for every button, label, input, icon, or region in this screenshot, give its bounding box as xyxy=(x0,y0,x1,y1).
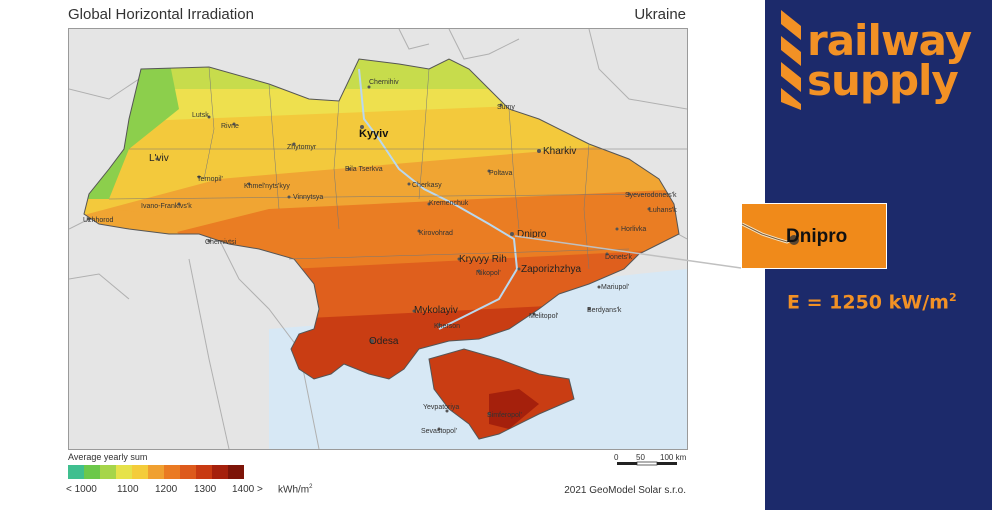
city-label: Mykolayiv xyxy=(414,305,458,316)
city-label: Horlivka xyxy=(621,226,646,233)
map-svg: Chernihiv Sumy Kyyiv Lutsk Rivne Zhytomy… xyxy=(69,29,687,449)
ukraine-border xyxy=(83,58,680,380)
legend-swatch xyxy=(228,465,244,479)
map-country-name: Ukraine xyxy=(634,6,686,23)
city-label: Lutsk xyxy=(192,112,209,119)
zoom-city-label: Dnipro xyxy=(786,226,848,247)
logo-text-supply: supply xyxy=(807,56,959,105)
copyright: 2021 GeoModel Solar s.r.o. xyxy=(564,485,686,496)
legend-swatch xyxy=(148,465,164,479)
legend-swatch xyxy=(132,465,148,479)
legend-color-bar xyxy=(68,465,244,479)
legend-swatch xyxy=(196,465,212,479)
city-label: Kremenchuk xyxy=(429,200,469,207)
legend-unit: kWh/m2 xyxy=(278,484,313,496)
scale-label: 0 xyxy=(614,453,619,462)
city-label: Yevpatoriya xyxy=(423,404,459,411)
legend-label: 1400 > xyxy=(232,484,263,495)
city-label: Zhytomyr xyxy=(287,144,317,151)
scale-label: 100 km xyxy=(660,453,687,462)
city-label: Ivano-Frankivs'k xyxy=(141,203,192,210)
brand-panel: railway supply Dnipro E = 1250 kW/m2 xyxy=(741,0,992,510)
legend-title: Average yearly sum xyxy=(68,452,148,462)
city-label: Vinnytsya xyxy=(293,194,323,201)
legend-label: 1300 xyxy=(194,484,217,495)
city-label: Ternopil' xyxy=(197,176,223,183)
legend-swatch xyxy=(212,465,228,479)
scale-label: 50 xyxy=(636,453,645,462)
city-label: Nikopol' xyxy=(476,270,501,277)
city-label: Kharkiv xyxy=(543,146,576,157)
city-label: Rivne xyxy=(221,123,239,130)
oblast-boundaries xyxy=(108,66,687,270)
city-label: Mariupol' xyxy=(601,284,629,291)
city-label: Luhans'k xyxy=(649,207,677,214)
city-label: Chernihiv xyxy=(369,79,399,86)
city-label: Donets'k xyxy=(605,254,633,261)
zoom-inset-map xyxy=(742,222,799,245)
city-label: Sumy xyxy=(497,104,515,111)
legend-swatch xyxy=(84,465,100,479)
logo-text-railway: railway xyxy=(807,16,972,65)
city-label: Odesa xyxy=(369,336,399,347)
city-label: Dnipro xyxy=(517,229,547,240)
city-label: Simferopol' xyxy=(487,412,522,419)
city-label: Bila Tserkva xyxy=(345,166,383,173)
logo-stripes-icon xyxy=(781,10,801,110)
city-label: Berdyans'k xyxy=(587,307,622,314)
city-label: Kryvyy Rih xyxy=(459,254,507,265)
legend-swatch xyxy=(100,465,116,479)
legend-label: 1100 xyxy=(117,484,139,495)
city-label: Sevastopol' xyxy=(421,428,457,435)
dnipro-river xyxy=(358,68,519,330)
map-panel: Global Horizontal Irradiation Ukraine xyxy=(66,6,688,498)
legend-swatch xyxy=(180,465,196,479)
map-title: Global Horizontal Irradiation xyxy=(68,6,254,23)
city-label: Uzhhorod xyxy=(83,217,113,224)
city-label: Kherson xyxy=(434,323,460,330)
city-label: Chernivtsi xyxy=(205,239,237,246)
city-label: Syeverodonets'k xyxy=(625,192,677,199)
city-markers xyxy=(87,85,651,431)
legend-swatch xyxy=(116,465,132,479)
legend-label: 1200 xyxy=(155,484,178,495)
irradiation-map: Chernihiv Sumy Kyyiv Lutsk Rivne Zhytomy… xyxy=(68,28,688,450)
scale-bar xyxy=(617,461,677,466)
irradiation-formula: E = 1250 kW/m2 xyxy=(787,291,957,314)
city-label: Zaporizhzhya xyxy=(521,264,581,275)
city-label: Kyyiv xyxy=(359,128,389,140)
city-label: L'viv xyxy=(149,153,169,164)
city-label: Cherkasy xyxy=(412,182,442,189)
legend-swatch xyxy=(164,465,180,479)
city-label: Khmel'nyts'kyy xyxy=(244,183,290,190)
legend-label: < 1000 xyxy=(66,484,97,495)
legend-labels: < 1000 1100 1200 1300 1400 > kWh/m2 xyxy=(66,484,326,498)
city-label: Kirovohrad xyxy=(419,230,453,237)
city-label: Poltava xyxy=(489,170,512,177)
city-label: Melitopol' xyxy=(529,313,558,320)
dnipro-zoom-inset: Dnipro xyxy=(741,203,887,269)
legend-swatch xyxy=(68,465,84,479)
